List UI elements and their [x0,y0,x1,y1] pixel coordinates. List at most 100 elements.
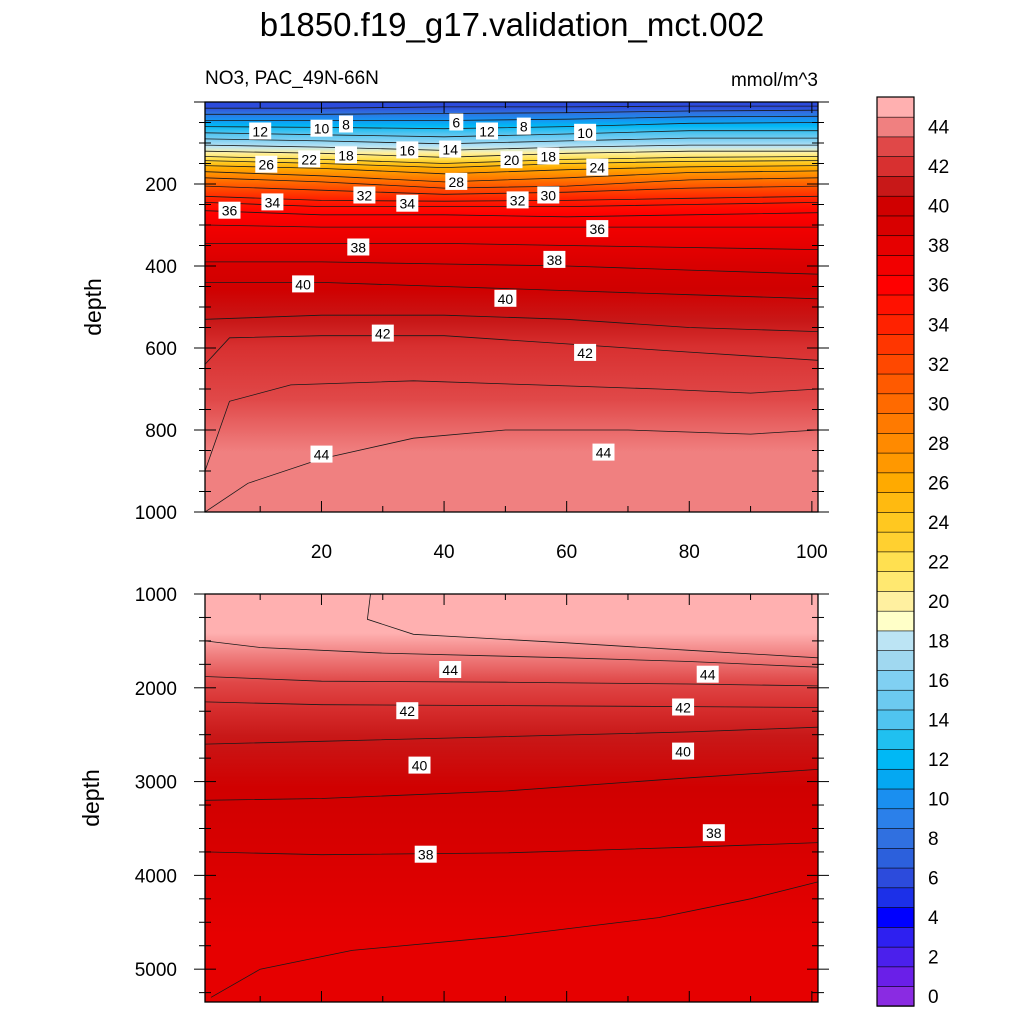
y-tick-label: 600 [145,339,177,360]
colorbar-tick-label: 40 [928,197,949,218]
colorbar-tick-label: 8 [928,829,939,850]
contour-label: 10 [574,123,597,141]
contour-label-box [439,140,462,158]
contour-label: 34 [261,193,284,211]
contour-label: 42 [371,324,394,342]
colorbar-swatch [876,808,915,829]
upper-contour-lines [205,105,818,512]
colorbar-tick-label: 26 [928,473,949,494]
colorbar-tick-label: 16 [928,671,949,692]
contour-label-text: 24 [590,160,606,176]
chart-subtitle-left: NO3, PAC_49N-66N [205,68,379,89]
contour-label-text: 42 [375,326,391,342]
colorbar-swatch [876,649,915,671]
colorbar-swatch [876,788,915,810]
contour-label: 28 [445,172,468,190]
contour-label: 20 [500,151,523,169]
contour-label-text: 40 [498,291,514,307]
contour-line [205,122,818,130]
y-tick-label: 2000 [135,679,177,700]
contour-label-box [371,324,394,342]
contour-label-text: 44 [596,445,612,461]
upper-contour-labels: 12 10 8 6 12 8 10 26 22 18 16 14 20 18 24 28 36 34 32 34 32 3… [218,113,615,463]
contour-label: 40 [408,756,431,774]
contour-label-text: 32 [510,192,526,208]
colorbar-tick-label: 34 [928,315,950,336]
y-tick-label: 1000 [135,503,177,524]
y-tick-label: 5000 [135,960,177,981]
colorbar-swatch [876,116,915,138]
colorbar-swatch [876,709,915,731]
contour-label-text: 36 [590,221,606,237]
colorbar-swatch [876,235,915,256]
colorbar-swatch [876,96,915,118]
contour-label-box [494,289,517,307]
colorbar-tick-label: 32 [928,355,949,376]
lower-panel-frame [204,593,819,1003]
colorbar-swatch [876,926,915,948]
colorbar-tick-label: 28 [928,434,949,455]
contour-line [205,144,818,151]
contour-label-text: 40 [412,758,428,774]
upper-y-axis: 200 400 600 800 1000 [135,101,829,524]
contour-label: 12 [249,122,272,140]
y-tick-label: 800 [145,421,177,442]
contour-label-box [586,158,609,176]
colorbar-swatch [876,630,915,651]
colorbar-tick-label: 4 [928,908,939,929]
lower-y-axis-label: depth [78,769,104,827]
contour-label-text: 38 [547,252,563,268]
contour-line [205,842,818,856]
contour-label: 40 [292,275,315,293]
colorbar-swatch [876,669,915,691]
colorbar-tick-label: 2 [928,948,939,969]
contour-label: 24 [586,158,609,176]
contour-line [205,170,818,183]
colorbar-swatch [876,353,915,375]
colorbar-swatch [876,906,915,928]
contour-label-text: 40 [295,276,311,292]
colorbar-swatch [876,314,915,335]
contour-label: 42 [672,698,695,716]
contour-label-box [672,742,695,760]
contour-label-box [537,147,560,165]
colorbar-tick-label: 12 [928,750,949,771]
contour-label: 18 [537,147,560,165]
contour-label-text: 38 [418,847,434,863]
contour-label: 8 [516,117,531,135]
colorbar-swatch [876,254,915,276]
contour-label: 44 [592,443,615,461]
contour-label-box [298,150,321,168]
contour-label-text: 12 [479,124,495,140]
contour-label: 44 [696,665,719,683]
contour-line [205,165,818,175]
colorbar-swatch [876,412,915,434]
colorbar-swatch [876,511,915,533]
lower-contour-lines [205,594,818,998]
colorbar-swatch [876,748,915,770]
colorbar-swatch [876,472,915,493]
contour-label-box [335,146,357,164]
lower-contour-labels: 44 44 42 42 40 40 38 38 [396,661,725,863]
contour-label-box [396,141,419,159]
contour-label: 32 [506,191,529,209]
colorbar-tick-label: 20 [928,592,949,613]
contour-label-box [586,220,609,238]
lower-x-axis [259,594,813,1002]
contour-label-box [574,343,597,361]
contour-label-text: 8 [520,119,528,135]
colorbar-swatch [876,729,915,750]
contour-label-text: 10 [577,125,593,141]
colorbar-swatch [876,966,915,987]
colorbar-tick-label: 6 [928,869,939,890]
contour-line [205,769,818,801]
colorbar-swatch [876,531,915,553]
colorbar-tick-label: 36 [928,276,949,297]
contour-label-box [310,445,333,463]
contour-label-box [414,845,437,863]
contour-label-box [592,443,615,461]
contour-label: 40 [672,742,695,760]
contour-label: 42 [574,343,597,361]
y-tick-label: 1000 [135,585,177,606]
